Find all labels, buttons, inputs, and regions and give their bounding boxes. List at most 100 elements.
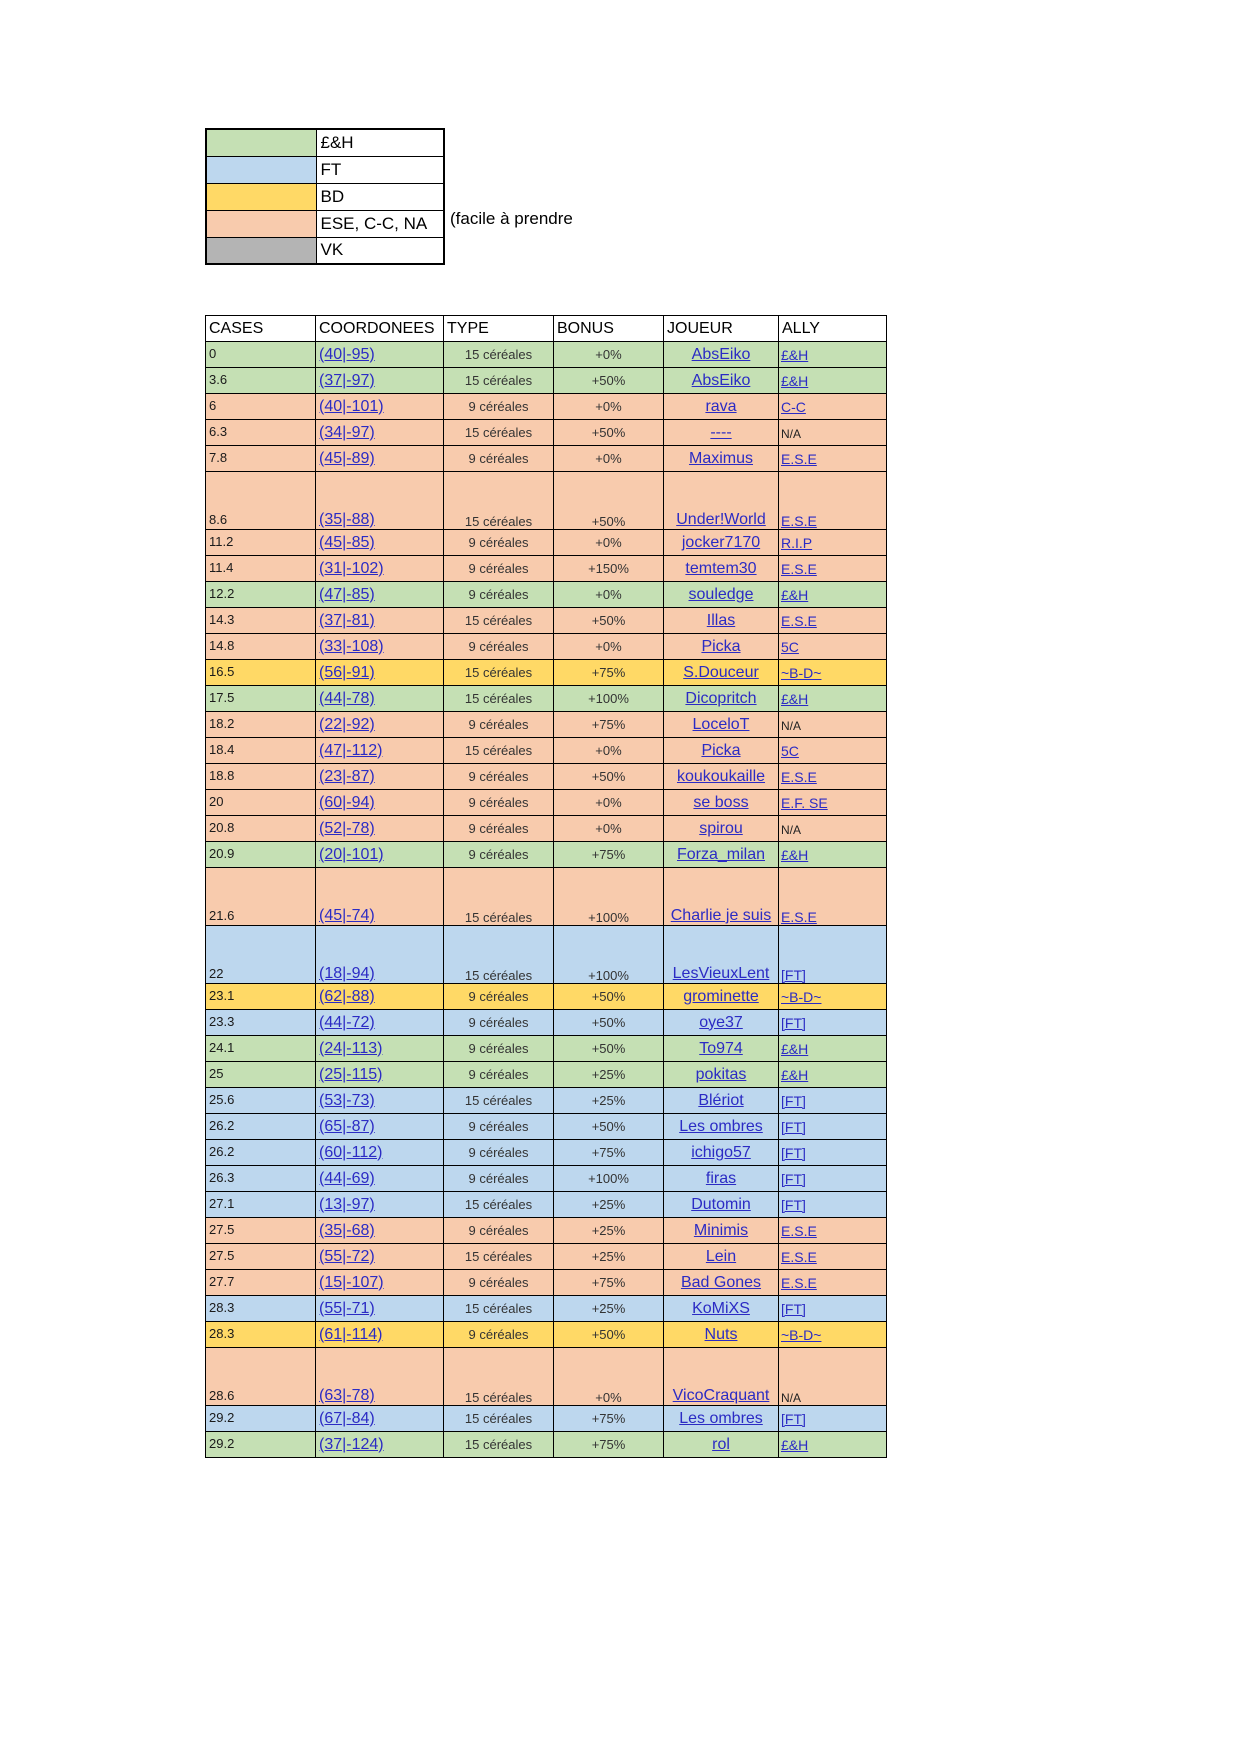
joueur-link[interactable]: Picka bbox=[701, 637, 741, 655]
ally-link[interactable]: E.S.E bbox=[781, 1248, 817, 1265]
joueur-link[interactable]: Forza_milan bbox=[676, 845, 766, 863]
joueur-link[interactable]: ---- bbox=[710, 423, 732, 441]
coord-link[interactable]: (15|-107) bbox=[319, 1273, 384, 1291]
ally-link[interactable]: E.S.E bbox=[781, 1274, 817, 1291]
ally-link[interactable]: [FT] bbox=[781, 1410, 806, 1427]
joueur-link[interactable]: ichigo57 bbox=[691, 1143, 751, 1161]
coord-link[interactable]: (13|-97) bbox=[319, 1195, 375, 1213]
ally-link[interactable]: [FT] bbox=[781, 1170, 806, 1187]
ally-link[interactable]: £&H bbox=[781, 1040, 809, 1057]
coord-link[interactable]: (65|-87) bbox=[319, 1117, 375, 1135]
joueur-link[interactable]: souledge bbox=[688, 585, 754, 603]
coord-link[interactable]: (55|-71) bbox=[319, 1299, 375, 1317]
ally-link[interactable]: £&H bbox=[781, 346, 809, 363]
joueur-link[interactable]: spirou bbox=[699, 819, 743, 837]
joueur-link[interactable]: KoMiXS bbox=[692, 1299, 750, 1317]
joueur-link[interactable]: LoceloT bbox=[692, 715, 750, 733]
joueur-link[interactable]: Picka bbox=[701, 741, 741, 759]
coord-link[interactable]: (53|-73) bbox=[319, 1091, 375, 1109]
ally-link[interactable]: [FT] bbox=[781, 1144, 806, 1161]
ally-link[interactable]: E.F. SE bbox=[781, 794, 828, 811]
coord-link[interactable]: (60|-112) bbox=[319, 1143, 383, 1161]
coord-link[interactable]: (34|-97) bbox=[319, 423, 375, 441]
coord-link[interactable]: (24|-113) bbox=[319, 1039, 383, 1057]
ally-link[interactable]: 5C bbox=[781, 742, 799, 759]
joueur-link[interactable]: se boss bbox=[693, 793, 749, 811]
joueur-link[interactable]: AbsEiko bbox=[691, 345, 751, 363]
coord-link[interactable]: (55|-72) bbox=[319, 1247, 375, 1265]
coord-link[interactable]: (35|-88) bbox=[319, 511, 375, 528]
ally-link[interactable]: E.S.E bbox=[781, 450, 817, 467]
joueur-link[interactable]: Les ombres bbox=[679, 1117, 763, 1135]
coord-link[interactable]: (45|-85) bbox=[319, 533, 375, 551]
coord-link[interactable]: (47|-85) bbox=[319, 585, 375, 603]
coord-link[interactable]: (67|-84) bbox=[319, 1409, 375, 1427]
coord-link[interactable]: (45|-74) bbox=[319, 907, 375, 924]
ally-link[interactable]: E.S.E bbox=[781, 612, 817, 629]
coord-link[interactable]: (47|-112) bbox=[319, 741, 383, 759]
ally-link[interactable]: E.S.E bbox=[781, 1222, 817, 1239]
ally-link[interactable]: £&H bbox=[781, 1436, 809, 1453]
coord-link[interactable]: (45|-89) bbox=[319, 449, 375, 467]
joueur-link[interactable]: Blériot bbox=[698, 1091, 744, 1109]
coord-link[interactable]: (31|-102) bbox=[319, 559, 384, 577]
coord-link[interactable]: (40|-101) bbox=[319, 397, 384, 415]
ally-link[interactable]: £&H bbox=[781, 372, 809, 389]
joueur-link[interactable]: firas bbox=[705, 1169, 737, 1187]
coord-link[interactable]: (62|-88) bbox=[319, 987, 375, 1005]
joueur-link[interactable]: Lein bbox=[705, 1247, 737, 1265]
joueur-link[interactable]: S.Douceur bbox=[683, 663, 759, 681]
ally-link[interactable]: [FT] bbox=[781, 1118, 806, 1135]
coord-link[interactable]: (37|-81) bbox=[319, 611, 375, 629]
joueur-link[interactable]: Illas bbox=[706, 611, 736, 629]
coord-link[interactable]: (22|-92) bbox=[319, 715, 375, 733]
ally-link[interactable]: ~B-D~ bbox=[781, 988, 822, 1005]
joueur-link[interactable]: koukoukaille bbox=[676, 767, 766, 785]
ally-link[interactable]: £&H bbox=[781, 586, 809, 603]
coord-link[interactable]: (40|-95) bbox=[319, 345, 375, 363]
ally-link[interactable]: [FT] bbox=[781, 1014, 806, 1031]
joueur-link[interactable]: Under!World bbox=[676, 511, 766, 528]
ally-link[interactable]: E.S.E bbox=[781, 560, 817, 577]
ally-link[interactable]: ~B-D~ bbox=[781, 664, 822, 681]
coord-link[interactable]: (18|-94) bbox=[319, 965, 375, 982]
coord-link[interactable]: (52|-78) bbox=[319, 819, 375, 837]
joueur-link[interactable]: jocker7170 bbox=[681, 533, 761, 551]
joueur-link[interactable]: Dicopritch bbox=[685, 689, 757, 707]
coord-link[interactable]: (60|-94) bbox=[319, 793, 375, 811]
coord-link[interactable]: (37|-124) bbox=[319, 1435, 384, 1453]
joueur-link[interactable]: Maximus bbox=[688, 449, 753, 467]
coord-link[interactable]: (44|-78) bbox=[319, 689, 375, 707]
coord-link[interactable]: (35|-68) bbox=[319, 1221, 375, 1239]
coord-link[interactable]: (44|-72) bbox=[319, 1013, 375, 1031]
ally-link[interactable]: 5C bbox=[781, 638, 799, 655]
ally-link[interactable]: ~B-D~ bbox=[781, 1326, 822, 1343]
joueur-link[interactable]: Nuts bbox=[704, 1325, 738, 1343]
ally-link[interactable]: [FT] bbox=[781, 1092, 806, 1109]
joueur-link[interactable]: Bad Gones bbox=[680, 1273, 762, 1291]
coord-link[interactable]: (20|-101) bbox=[319, 845, 384, 863]
ally-link[interactable]: £&H bbox=[781, 1066, 809, 1083]
joueur-link[interactable]: AbsEiko bbox=[691, 371, 751, 389]
ally-link[interactable]: £&H bbox=[781, 846, 809, 863]
ally-link[interactable]: C-C bbox=[781, 398, 806, 415]
joueur-link[interactable]: Les ombres bbox=[679, 1409, 763, 1427]
joueur-link[interactable]: oye37 bbox=[699, 1013, 743, 1031]
ally-link[interactable]: [FT] bbox=[781, 1300, 806, 1317]
ally-link[interactable]: [FT] bbox=[781, 1196, 806, 1213]
joueur-link[interactable]: Minimis bbox=[693, 1221, 749, 1239]
joueur-link[interactable]: rol bbox=[712, 1435, 730, 1453]
joueur-link[interactable]: grominette bbox=[683, 987, 759, 1005]
joueur-link[interactable]: LesVieuxLent bbox=[672, 965, 770, 982]
coord-link[interactable]: (37|-97) bbox=[319, 371, 375, 389]
joueur-link[interactable]: To974 bbox=[699, 1039, 743, 1057]
coord-link[interactable]: (33|-108) bbox=[319, 637, 384, 655]
joueur-link[interactable]: VicoCraquant bbox=[672, 1387, 770, 1404]
joueur-link[interactable]: rava bbox=[705, 397, 737, 415]
joueur-link[interactable]: temtem30 bbox=[685, 559, 757, 577]
ally-link[interactable]: £&H bbox=[781, 690, 809, 707]
coord-link[interactable]: (25|-115) bbox=[319, 1065, 383, 1083]
coord-link[interactable]: (56|-91) bbox=[319, 663, 375, 681]
ally-link[interactable]: [FT] bbox=[781, 967, 806, 983]
ally-link[interactable]: E.S.E bbox=[781, 909, 817, 925]
